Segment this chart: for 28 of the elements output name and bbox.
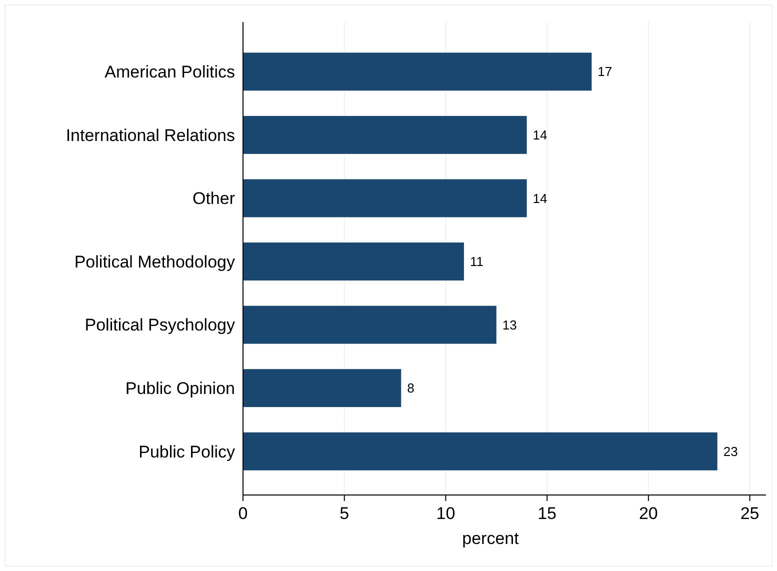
data-label: 23 — [723, 444, 738, 459]
y-tick-label: Public Opinion — [125, 379, 235, 398]
y-tick-label: Political Methodology — [74, 252, 236, 272]
bar — [243, 116, 527, 154]
y-tick-label: International Relations — [66, 126, 235, 145]
data-label: 13 — [502, 317, 517, 332]
x-tick-label: 15 — [538, 504, 557, 523]
data-label: 11 — [470, 254, 484, 270]
data-label: 14 — [532, 127, 548, 142]
bar — [243, 369, 402, 408]
x-tick-label: 0 — [238, 504, 248, 523]
y-tick-label: American Politics — [104, 62, 235, 82]
x-tick-label: 25 — [740, 504, 760, 523]
x-tick-label: 5 — [340, 504, 350, 523]
bar — [243, 242, 464, 280]
y-tick-label: Other — [192, 189, 236, 208]
bar — [243, 306, 496, 344]
x-tick-label: 10 — [436, 504, 456, 523]
x-axis-title: percent — [462, 529, 520, 548]
y-tick-label: Public Policy — [138, 442, 236, 462]
data-label: 14 — [532, 190, 548, 206]
x-tick-label: 20 — [638, 504, 658, 523]
bar — [243, 432, 718, 470]
data-label: 17 — [598, 64, 612, 80]
data-label: 8 — [407, 380, 414, 396]
bar — [243, 52, 592, 91]
bar — [243, 179, 527, 218]
y-tick-label: Political Psychology — [84, 316, 236, 335]
